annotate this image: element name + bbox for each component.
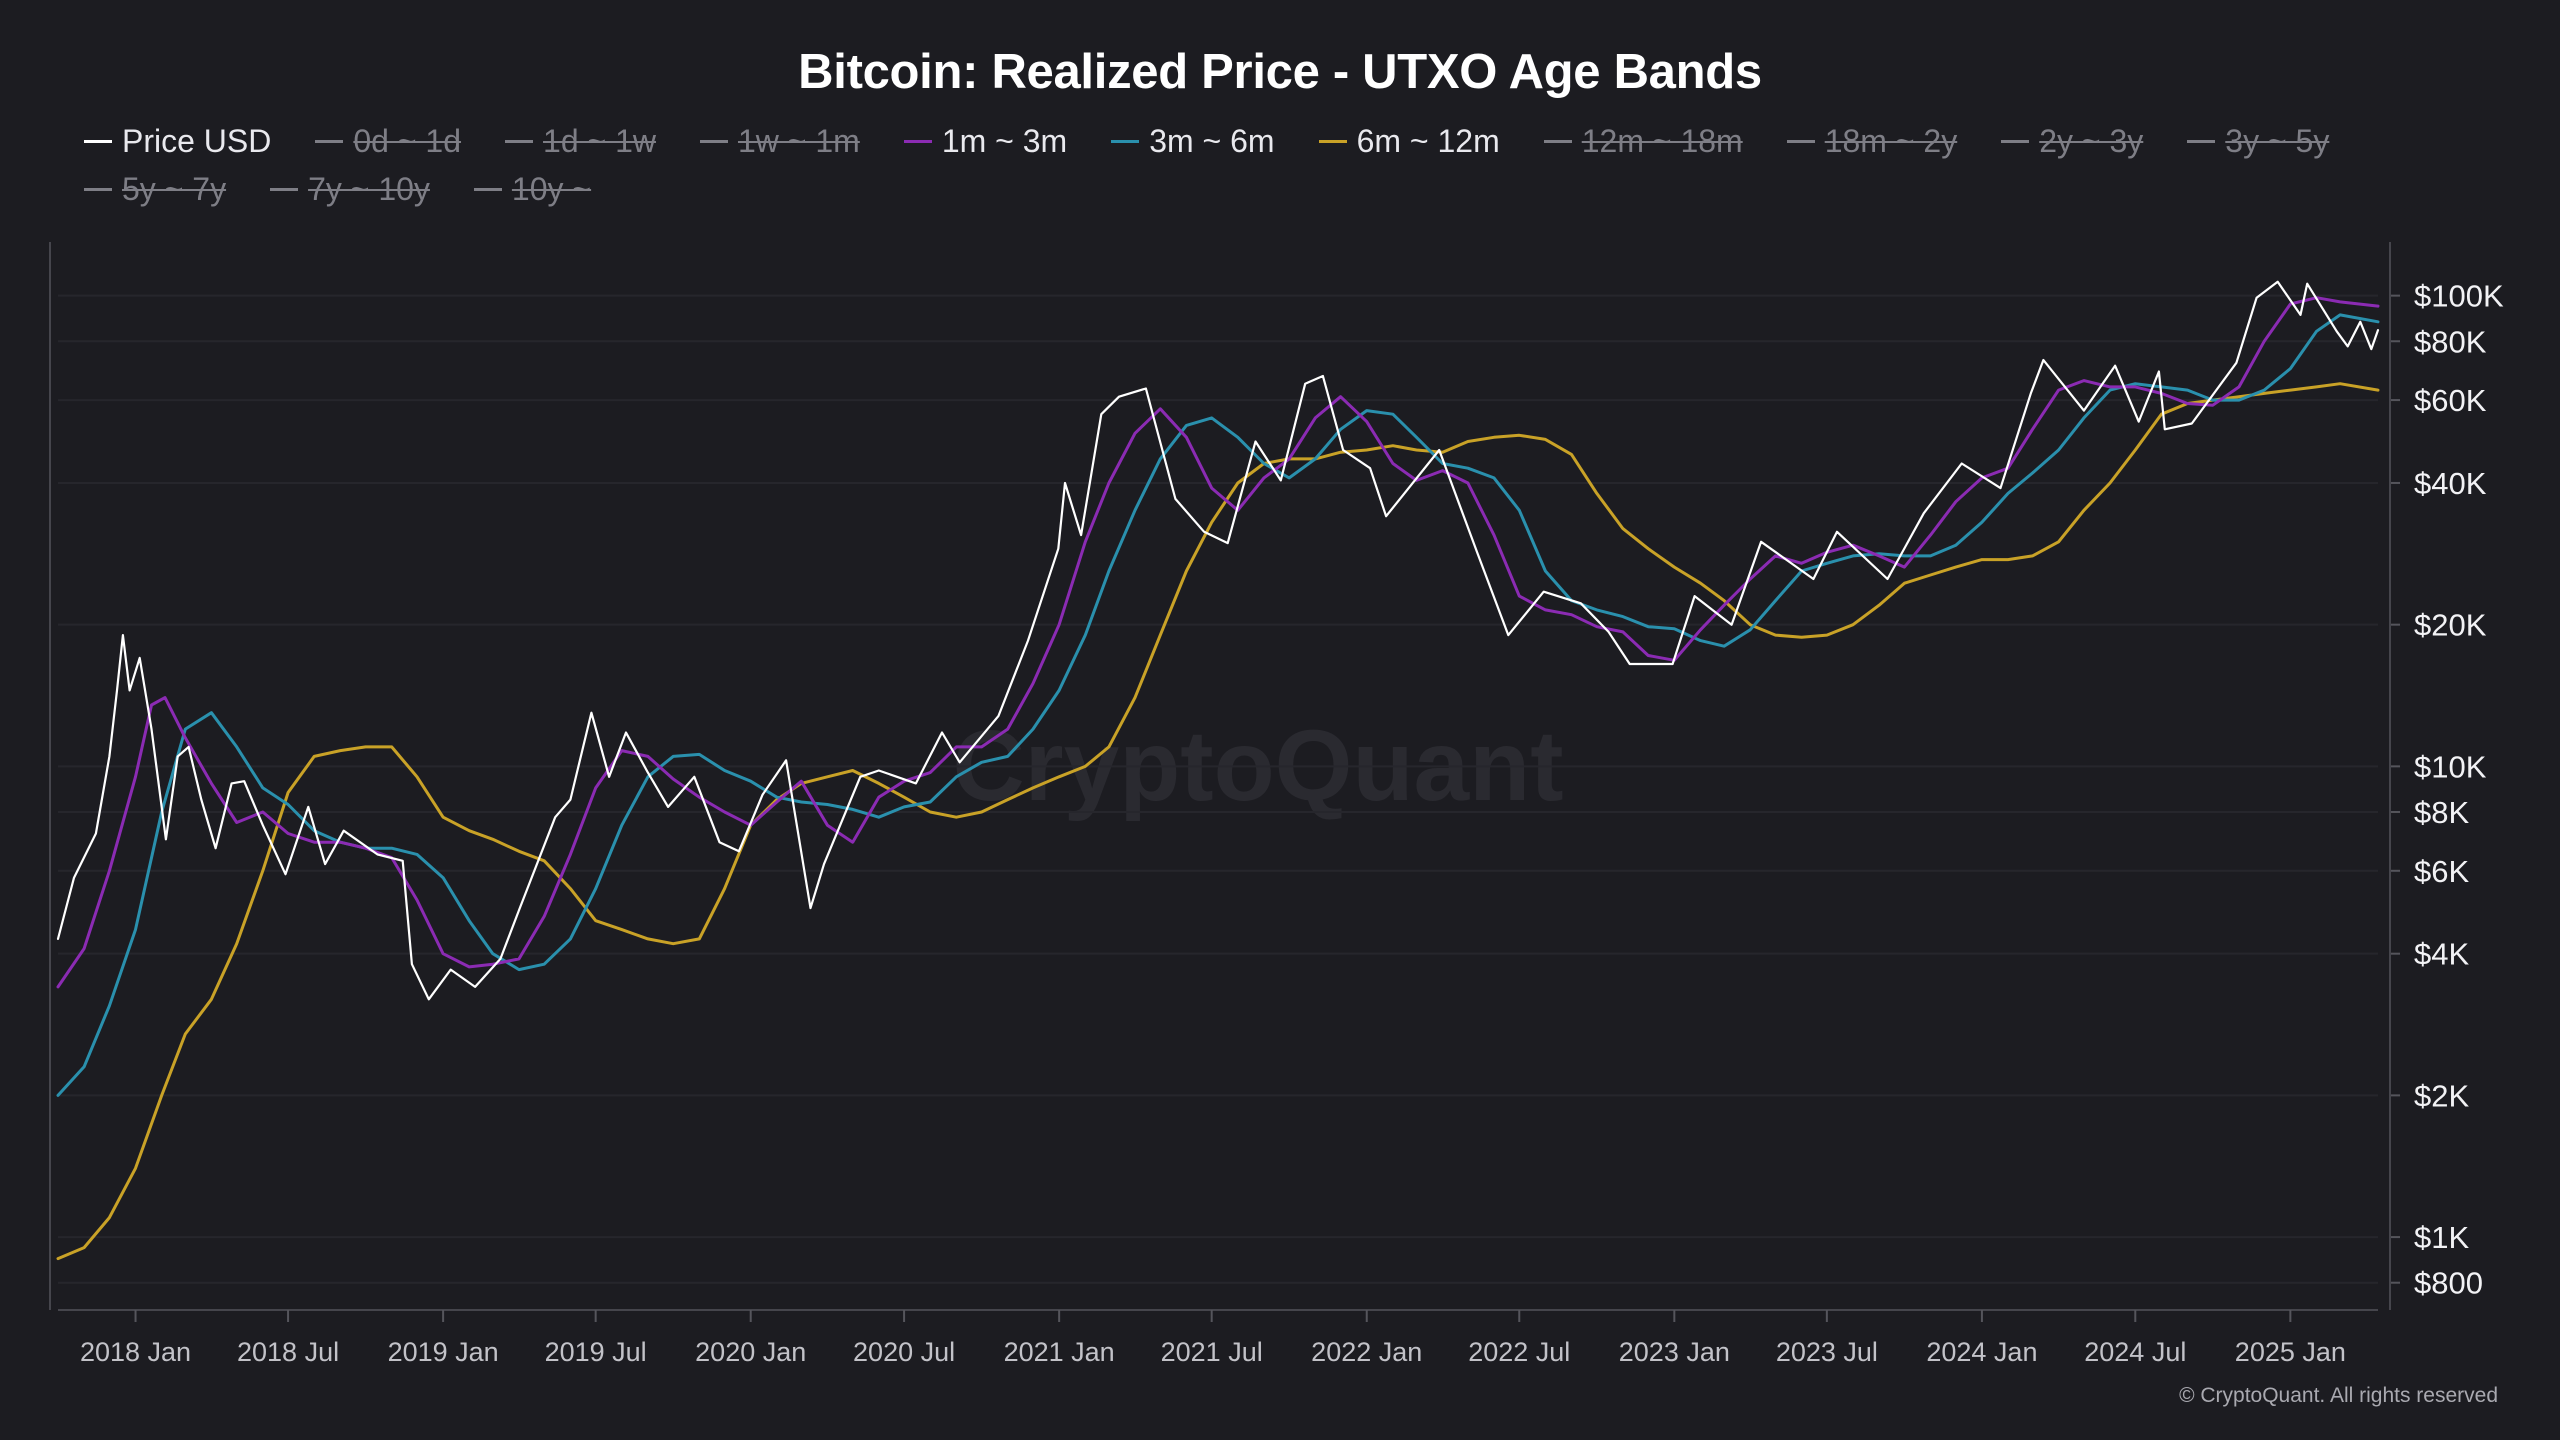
series-line-price-usd <box>56 280 2380 1001</box>
legend-item[interactable]: 1w ~ 1m <box>699 120 860 162</box>
x-tick-label: 2023 Jul <box>1776 1337 1878 1367</box>
legend-item[interactable]: 1d ~ 1w <box>505 120 656 162</box>
legend-item[interactable]: 7y ~ 10y <box>270 168 430 210</box>
legend-label: Price USD <box>122 123 272 159</box>
legend-item[interactable]: 18m ~ 2y <box>1786 120 1958 162</box>
legend-label: 3y ~ 5y <box>2225 123 2330 159</box>
legend-swatch <box>1543 139 1572 143</box>
x-tick-label: 2018 Jan <box>80 1337 191 1367</box>
x-tick-label: 2021 Jul <box>1161 1337 1263 1367</box>
x-tick-label: 2022 Jan <box>1311 1337 1422 1367</box>
x-tick-label: 2022 Jul <box>1468 1337 1570 1367</box>
legend-swatch <box>2187 139 2216 143</box>
x-tick-label: 2018 Jul <box>237 1337 339 1367</box>
series-line-1m-3m <box>56 296 2380 989</box>
legend-label: 1m ~ 3m <box>941 123 1068 159</box>
legend-swatch <box>1318 139 1347 143</box>
legend-item[interactable]: 10y ~ <box>473 168 592 210</box>
x-tick-label: 2019 Jul <box>545 1337 647 1367</box>
legend-item[interactable]: 6m ~ 12m <box>1318 120 1500 162</box>
legend-item[interactable]: 2y ~ 3y <box>2001 120 2143 162</box>
legend-label: 1d ~ 1w <box>543 123 656 159</box>
legend-item[interactable]: 5y ~ 7y <box>84 168 226 210</box>
y-tick-label: $60K <box>2414 383 2487 418</box>
legend-label: 3m ~ 6m <box>1149 123 1275 159</box>
series-line-3m-6m <box>56 313 2380 1097</box>
legend-swatch <box>84 139 112 143</box>
legend-item[interactable]: 0d ~ 1d <box>315 120 461 162</box>
chart-legend: Price USD 0d ~ 1d 1d ~ 1w 1w ~ 1m 1m ~ 3m 3m … <box>84 120 2504 210</box>
legend-label: 7y ~ 10y <box>308 171 430 207</box>
x-tick-label: 2024 Jul <box>2084 1337 2186 1367</box>
legend-item[interactable]: 3y ~ 5y <box>2187 120 2329 162</box>
legend-label: 12m ~ 18m <box>1581 123 1743 159</box>
y-tick-label: $8K <box>2414 795 2469 830</box>
legend-swatch <box>1111 139 1140 143</box>
y-tick-label: $800 <box>2414 1266 2483 1301</box>
x-tick-label: 2020 Jan <box>695 1337 806 1367</box>
legend-item[interactable]: Price USD <box>84 120 271 162</box>
x-tick-label: 2020 Jul <box>853 1337 955 1367</box>
legend-swatch <box>903 139 932 143</box>
legend-item[interactable]: 1m ~ 3m <box>903 120 1068 162</box>
y-tick-label: $2K <box>2414 1078 2469 1113</box>
legend-swatch <box>505 139 534 143</box>
chart-title: Bitcoin: Realized Price - UTXO Age Bands <box>798 45 1762 99</box>
legend-swatch <box>473 187 502 191</box>
legend-label: 6m ~ 12m <box>1356 123 1500 159</box>
y-tick-label: $4K <box>2414 937 2469 972</box>
y-tick-label: $6K <box>2414 854 2469 889</box>
legend-swatch <box>699 139 728 143</box>
x-tick-label: 2025 Jan <box>2235 1337 2346 1367</box>
legend-swatch <box>315 139 344 143</box>
legend-label: 0d ~ 1d <box>353 123 462 159</box>
legend-label: 5y ~ 7y <box>122 171 227 207</box>
legend-label: 10y ~ <box>511 171 592 207</box>
legend-label: 1w ~ 1m <box>737 123 860 159</box>
x-tick-label: 2023 Jan <box>1619 1337 1730 1367</box>
y-tick-label: $10K <box>2414 749 2487 784</box>
legend-item[interactable]: 12m ~ 18m <box>1543 120 1743 162</box>
legend-label: 2y ~ 3y <box>2039 123 2144 159</box>
y-tick-label: $20K <box>2414 608 2487 643</box>
y-tick-label: $80K <box>2414 324 2487 359</box>
x-tick-label: 2019 Jan <box>388 1337 499 1367</box>
y-tick-label: $100K <box>2414 279 2504 314</box>
copyright-notice: © CryptoQuant. All rights reserved <box>2179 1384 2498 1407</box>
legend-swatch <box>2001 139 2030 143</box>
x-tick-label: 2024 Jan <box>1926 1337 2037 1367</box>
y-tick-label: $40K <box>2414 466 2487 501</box>
x-tick-label: 2021 Jan <box>1004 1337 1115 1367</box>
legend-swatch <box>84 187 112 191</box>
y-tick-label: $1K <box>2414 1220 2469 1255</box>
legend-swatch <box>1786 139 1815 143</box>
legend-label: 18m ~ 2y <box>1824 123 1958 159</box>
legend-item[interactable]: 3m ~ 6m <box>1111 120 1275 162</box>
legend-swatch <box>270 187 299 191</box>
series-line-6m-12m <box>56 382 2380 1261</box>
